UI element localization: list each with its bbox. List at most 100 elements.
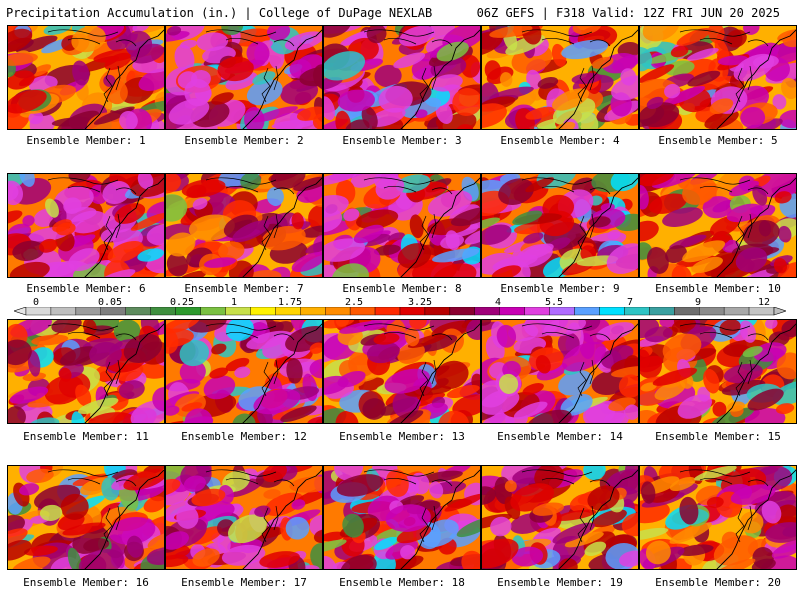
precip-blob xyxy=(289,476,322,493)
precipitation-field xyxy=(324,466,480,569)
colorbar-swatch xyxy=(275,307,301,316)
precip-blob xyxy=(611,75,638,101)
precip-blob xyxy=(461,214,480,231)
precip-blob xyxy=(82,320,97,335)
precip-blob xyxy=(28,111,44,125)
precip-blob xyxy=(438,410,469,423)
precip-blob xyxy=(771,539,796,559)
precip-blob xyxy=(482,103,507,129)
ensemble-member-map xyxy=(7,25,165,130)
precip-blob xyxy=(482,538,519,569)
precip-blob xyxy=(726,29,747,48)
precip-blob xyxy=(610,365,638,378)
precip-blob xyxy=(703,368,720,394)
ensemble-member-map xyxy=(165,25,323,130)
great-lakes-outline xyxy=(521,323,611,341)
precip-blob xyxy=(482,217,501,231)
precip-blob xyxy=(177,270,207,277)
precip-blob xyxy=(502,360,521,379)
precip-blob xyxy=(166,174,182,194)
precip-blob xyxy=(68,248,100,272)
precip-blob xyxy=(702,196,733,219)
ensemble-member-map xyxy=(7,319,165,424)
precip-blob xyxy=(679,496,699,525)
precip-blob xyxy=(607,229,621,240)
precip-blob xyxy=(491,265,522,277)
precip-blob xyxy=(384,368,430,394)
precip-blob xyxy=(312,113,322,129)
precip-blob xyxy=(427,190,473,217)
precip-blob xyxy=(104,52,132,71)
great-lakes-outline xyxy=(205,29,295,47)
precip-blob xyxy=(27,350,41,377)
precip-blob xyxy=(137,174,154,190)
state-border xyxy=(261,65,279,103)
precip-blob xyxy=(687,48,719,61)
precip-blob xyxy=(397,243,432,269)
colorbar-strip xyxy=(14,307,786,316)
precip-blob xyxy=(8,70,35,90)
precipitation-field xyxy=(324,320,480,423)
ensemble-member-label: Ensemble Member: 17 xyxy=(181,576,307,589)
precip-blob xyxy=(221,26,244,36)
precip-blob xyxy=(484,60,501,80)
precip-blob xyxy=(45,198,59,218)
state-border xyxy=(577,213,595,251)
precip-blob xyxy=(331,263,369,277)
precipitation-field xyxy=(640,466,796,569)
precip-blob xyxy=(102,181,131,204)
colorbar-swatch xyxy=(723,307,750,316)
precip-blob xyxy=(266,187,284,206)
precip-blob xyxy=(551,88,590,111)
colorbar-tick-label: 1.75 xyxy=(277,297,303,308)
coastline xyxy=(242,323,322,423)
ensemble-member-map xyxy=(7,173,165,278)
great-lakes-outline xyxy=(521,469,611,487)
precip-blob xyxy=(78,548,124,569)
precip-blob xyxy=(712,558,756,569)
ensemble-member-label: Ensemble Member: 5 xyxy=(658,134,778,147)
precipitation-field xyxy=(166,320,322,423)
ensemble-member-label: Ensemble Member: 7 xyxy=(184,282,304,295)
colorbar-swatch xyxy=(549,307,575,316)
precip-blob xyxy=(537,76,559,89)
precip-blob xyxy=(190,70,211,88)
great-lakes-outline xyxy=(679,469,769,487)
precip-blob xyxy=(711,407,755,423)
precip-blob xyxy=(619,550,638,567)
precip-blob xyxy=(301,225,322,238)
precip-blob xyxy=(640,102,680,128)
colorbar-tick-label: 9 xyxy=(694,297,702,308)
great-lakes-outline xyxy=(679,177,769,195)
precip-blob xyxy=(72,60,90,86)
precip-blob xyxy=(669,522,712,544)
precip-blob xyxy=(677,544,714,556)
precip-blob xyxy=(640,527,669,541)
precip-blob xyxy=(640,220,659,242)
precip-blob xyxy=(740,106,766,129)
precip-blob xyxy=(289,320,306,334)
precip-blob xyxy=(687,70,721,87)
precip-blob xyxy=(285,516,310,540)
precipitation-field xyxy=(482,26,638,129)
colorbar-tick-label: 3.25 xyxy=(407,297,433,308)
precip-blob xyxy=(641,481,656,504)
precip-blob xyxy=(464,228,480,245)
precip-blob xyxy=(747,388,784,411)
precip-blob xyxy=(482,486,497,505)
precip-blob xyxy=(536,362,568,381)
precip-blob xyxy=(211,92,234,105)
precip-blob xyxy=(691,256,723,274)
ensemble-member-map xyxy=(323,465,481,570)
precip-blob xyxy=(640,46,653,72)
state-border xyxy=(103,65,121,103)
precip-blob xyxy=(761,500,782,524)
precip-blob xyxy=(640,174,675,187)
precip-blob xyxy=(232,220,270,243)
coastline xyxy=(84,177,164,277)
precipitation-field xyxy=(8,320,164,423)
precip-blob xyxy=(209,367,229,379)
precip-blob xyxy=(432,263,477,277)
precip-blob xyxy=(324,51,366,81)
precip-blob xyxy=(654,381,686,401)
